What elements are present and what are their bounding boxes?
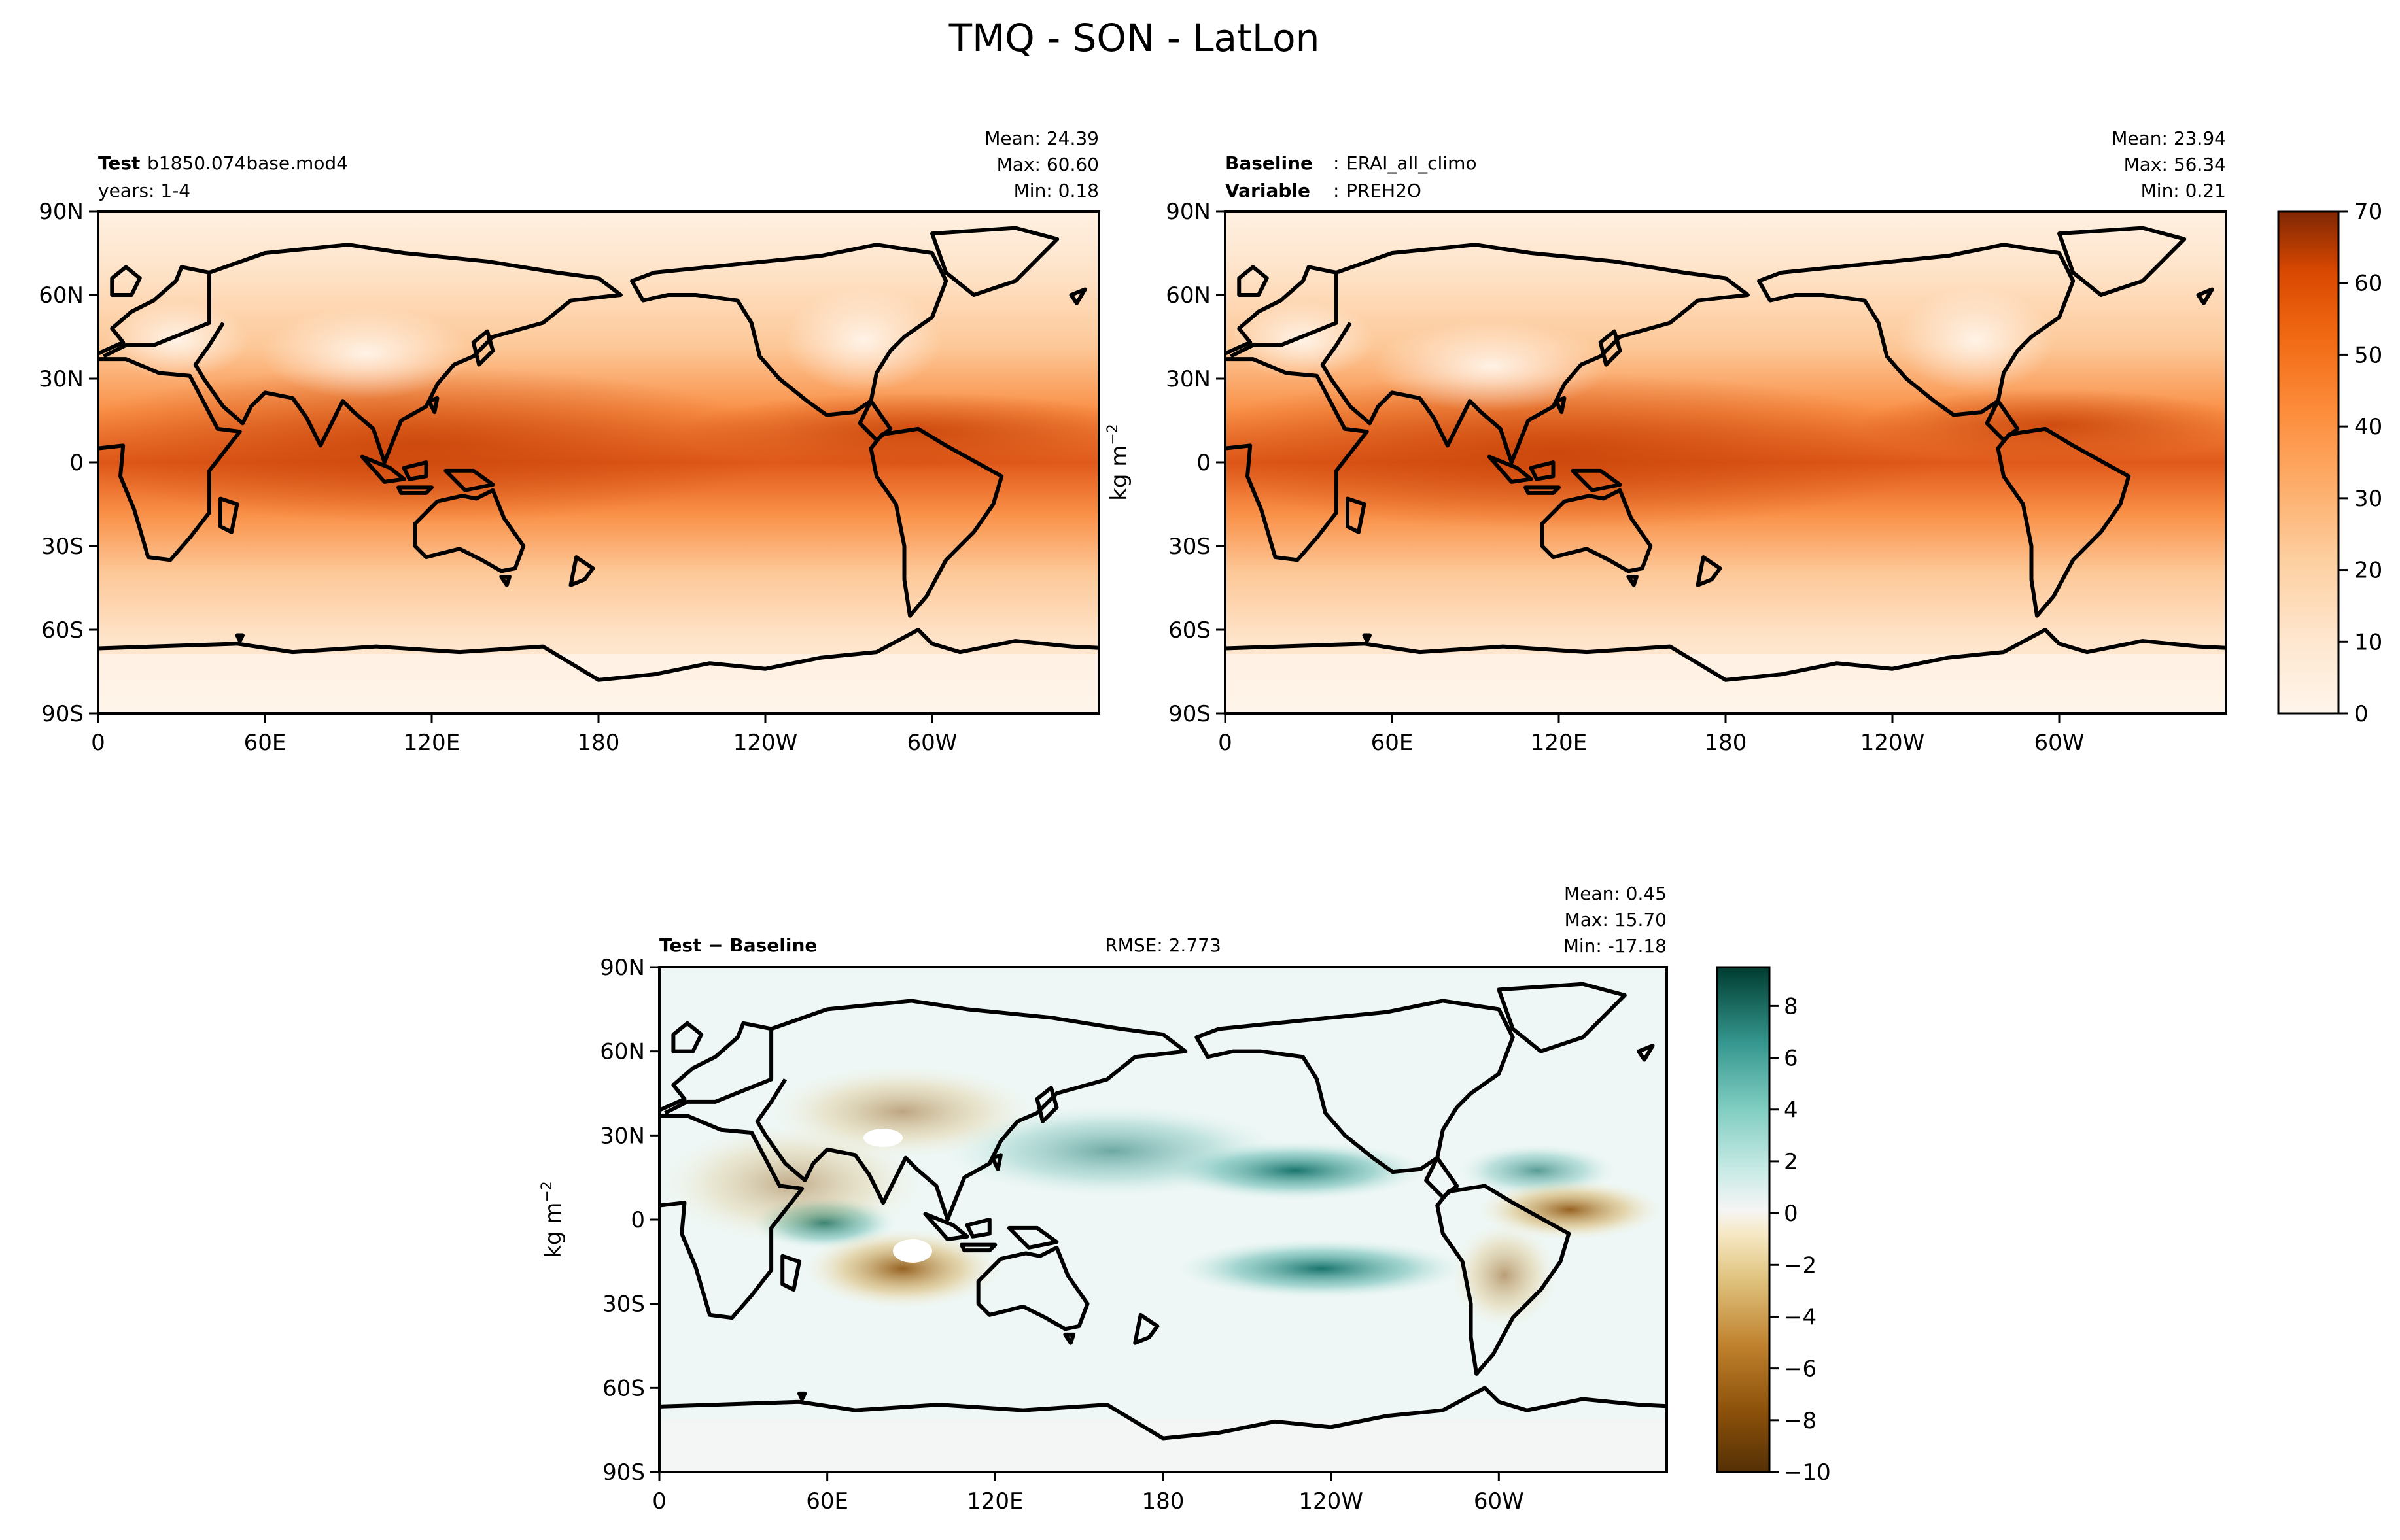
reference-stat-max: Max: 56.34 <box>2124 154 2226 175</box>
figure-title: TMQ - SON - LatLon <box>948 16 1320 60</box>
x-tick-label: 120E <box>1531 730 1587 756</box>
reference-label-bold: Baseline <box>1225 152 1313 174</box>
diff-stat-mean: Mean: 0.45 <box>1564 883 1667 904</box>
colorbar-tick-label: −10 <box>1784 1460 1831 1486</box>
reference-colorbar: 0 10 20 30 40 50 60 70 <box>2277 199 2382 727</box>
reference-colon-2: : <box>1333 180 1339 201</box>
diff-ylabel: kg m−2 <box>539 1181 566 1258</box>
reference-ticks: 0 60E 120E 180 120W 60W 90N 60N 30N 0 30S 60S 90S <box>1166 199 2084 756</box>
colorbar-tick-label: −8 <box>1784 1408 1817 1434</box>
y-tick-label: 90S <box>602 1460 645 1486</box>
diff-ticks: 0 60E 120E 180 120W 60W 90N 60N 30N 0 30S 60S 90S <box>600 955 1523 1514</box>
reference-stat-min: Min: 0.21 <box>2141 180 2226 201</box>
y-tick-label: 30S <box>41 534 84 560</box>
test-stat-mean: Mean: 24.39 <box>984 128 1099 149</box>
x-tick-label: 120E <box>967 1488 1023 1514</box>
test-label-bold: Test <box>98 152 140 174</box>
colorbar-tick-label: 70 <box>2354 199 2382 225</box>
y-tick-label: 60N <box>39 282 84 309</box>
diff-stat-min: Min: -17.18 <box>1563 935 1667 957</box>
reference-field <box>1225 211 2226 713</box>
test-stat-max: Max: 60.60 <box>997 154 1099 175</box>
x-tick-label: 60E <box>244 730 287 756</box>
diff-rmse: RMSE: 2.773 <box>1105 934 1221 956</box>
colorbar-tick-label: 20 <box>2354 558 2382 584</box>
test-field <box>98 211 1099 713</box>
colorbar-tick-label: −6 <box>1784 1356 1817 1382</box>
y-tick-label: 90N <box>1166 199 1211 225</box>
y-tick-label: 30N <box>39 366 84 392</box>
colorbar-tick-label: 10 <box>2354 629 2382 655</box>
x-tick-label: 60E <box>1371 730 1414 756</box>
y-tick-label: 60S <box>1168 617 1211 643</box>
y-tick-label: 90N <box>600 955 645 981</box>
y-tick-label: 90N <box>39 199 84 225</box>
diff-stat-max: Max: 15.70 <box>1565 909 1667 931</box>
y-tick-label: 30S <box>602 1292 645 1318</box>
diff-label: Test − Baseline <box>659 934 817 956</box>
colorbar-tick-label: 30 <box>2354 486 2382 512</box>
colorbar-tick-label: 0 <box>2354 701 2369 727</box>
colorbar-tick-label: 40 <box>2354 414 2382 440</box>
x-tick-label: 180 <box>578 730 620 756</box>
colorbar-tick-label: 6 <box>1784 1046 1798 1072</box>
colorbar-tick-label: 60 <box>2354 271 2382 297</box>
x-tick-label: 60W <box>2034 730 2085 756</box>
x-tick-label: 60W <box>907 730 958 756</box>
test-ticks: 0 60E 120E 180 120W 60W 90N 60N 30N 0 30S 60S 90S <box>39 199 957 756</box>
reference-label-text: ERAI_all_climo <box>1346 152 1477 174</box>
reference-colon-1: : <box>1333 152 1339 174</box>
test-label-text: b1850.074base.mod4 <box>147 152 348 174</box>
reference-panel: 0 60E 120E 180 120W 60W 90N 60N 30N 0 30S 60S 90S Ba… <box>1105 128 2227 756</box>
test-label-years: years: 1-4 <box>98 180 190 201</box>
y-tick-label: 60S <box>602 1375 645 1401</box>
colorbar-tick-label: 4 <box>1784 1097 1798 1123</box>
y-tick-label: 0 <box>1196 450 1211 476</box>
y-tick-label: 30S <box>1168 534 1211 560</box>
x-tick-label: 0 <box>652 1488 667 1514</box>
y-tick-label: 60N <box>600 1039 645 1065</box>
colorbar-tick-label: −4 <box>1784 1304 1817 1330</box>
x-tick-label: 120W <box>1860 730 1925 756</box>
y-tick-label: 0 <box>69 450 84 476</box>
reference-variable-text: PREH2O <box>1346 180 1421 201</box>
reference-variable-bold: Variable <box>1225 180 1310 201</box>
test-panel: 0 60E 120E 180 120W 60W 90N 60N 30N 0 30S 60S 90S Te… <box>39 128 1100 756</box>
x-tick-label: 60E <box>806 1488 848 1514</box>
colorbar-tick-label: 8 <box>1784 993 1798 1019</box>
reference-stat-mean: Mean: 23.94 <box>2112 128 2226 149</box>
colorbar-tick-label: 50 <box>2354 342 2382 368</box>
x-tick-label: 60W <box>1474 1488 1524 1514</box>
x-tick-label: 180 <box>1705 730 1747 756</box>
x-tick-label: 0 <box>1218 730 1232 756</box>
y-tick-label: 90S <box>41 701 84 727</box>
diff-colorbar-ticks: 8 6 4 2 0 −2 −4 −6 −8 −10 <box>1769 993 1831 1486</box>
colorbar-tick-label: 0 <box>1784 1201 1798 1227</box>
diff-panel: 0 60E 120E 180 120W 60W 90N 60N 30N 0 30S 60S 90S Te… <box>539 883 1668 1514</box>
reference-ylabel: kg m−2 <box>1105 424 1132 501</box>
diff-field <box>659 967 1667 1472</box>
x-tick-label: 180 <box>1142 1488 1185 1514</box>
y-tick-label: 0 <box>631 1207 645 1233</box>
y-tick-label: 60S <box>41 617 84 643</box>
x-tick-label: 120W <box>733 730 798 756</box>
y-tick-label: 30N <box>600 1123 645 1149</box>
reference-colorbar-ticks: 0 10 20 30 40 50 60 70 <box>2339 199 2382 727</box>
colorbar-tick-label: 2 <box>1784 1149 1798 1175</box>
y-tick-label: 60N <box>1166 282 1211 309</box>
x-tick-label: 0 <box>91 730 105 756</box>
test-stat-min: Min: 0.18 <box>1014 180 1099 201</box>
diff-colorbar: 8 6 4 2 0 −2 −4 −6 −8 −10 <box>1716 966 1831 1486</box>
x-tick-label: 120E <box>404 730 460 756</box>
x-tick-label: 120W <box>1298 1488 1363 1514</box>
y-tick-label: 30N <box>1166 366 1211 392</box>
colorbar-tick-label: −2 <box>1784 1252 1817 1278</box>
y-tick-label: 90S <box>1168 701 1211 727</box>
